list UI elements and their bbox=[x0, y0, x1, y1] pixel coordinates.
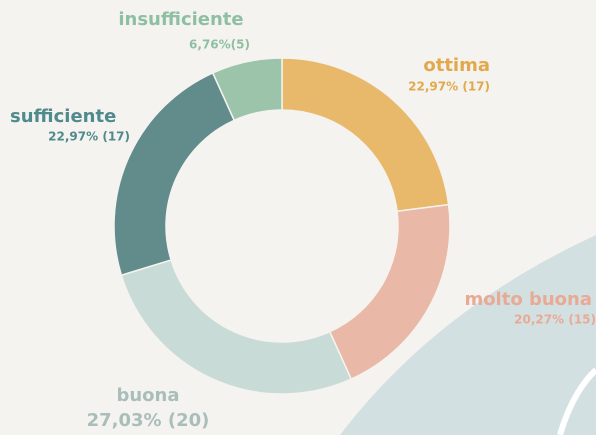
background-swoosh bbox=[557, 367, 596, 435]
value-label: 20,27% (15) bbox=[514, 313, 596, 327]
slice bbox=[211, 57, 283, 122]
value-label: 22,97% (17) bbox=[48, 130, 130, 144]
background-shape bbox=[340, 235, 596, 435]
category-label: molto buona bbox=[464, 289, 592, 310]
donut bbox=[113, 57, 451, 395]
value-label: 27,03% (20) bbox=[87, 410, 210, 431]
slice bbox=[120, 259, 353, 395]
value-label: 6,76%(5) bbox=[189, 38, 250, 52]
category-label: insufficiente bbox=[118, 9, 243, 30]
category-label: sufficiente bbox=[10, 106, 116, 127]
value-label: 22,97% (17) bbox=[408, 80, 490, 94]
category-label: ottima bbox=[423, 55, 490, 76]
labels: ottima 22,97% (17) molto buona 20,27% (15) b… bbox=[10, 9, 596, 431]
slice bbox=[113, 71, 236, 277]
category-label: buona bbox=[116, 385, 179, 406]
